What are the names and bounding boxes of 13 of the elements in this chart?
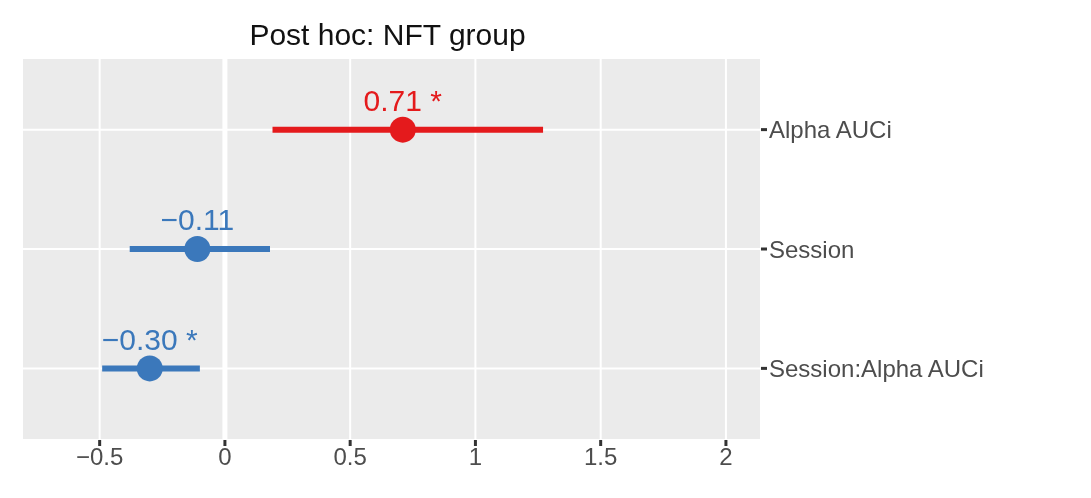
data-label: −0.30 *: [101, 322, 199, 356]
chart-title: Post hoc: NFT group: [248, 18, 527, 52]
y-tick-label: Session: [769, 235, 855, 263]
y-tick-label: Session:Alpha AUCi: [769, 354, 984, 382]
x-tick-label: 2: [719, 443, 733, 471]
x-tick-label: 0.5: [333, 443, 367, 471]
x-tick-label: 0: [218, 443, 232, 471]
x-tick-label: 1.5: [583, 443, 618, 471]
data-label: 0.71 *: [363, 84, 443, 118]
x-tick-label: 1: [468, 443, 483, 471]
data-label: −0.11: [160, 203, 235, 237]
y-tick-label: Alpha AUCi: [769, 116, 892, 144]
x-tick-label: −0.5: [75, 443, 124, 471]
